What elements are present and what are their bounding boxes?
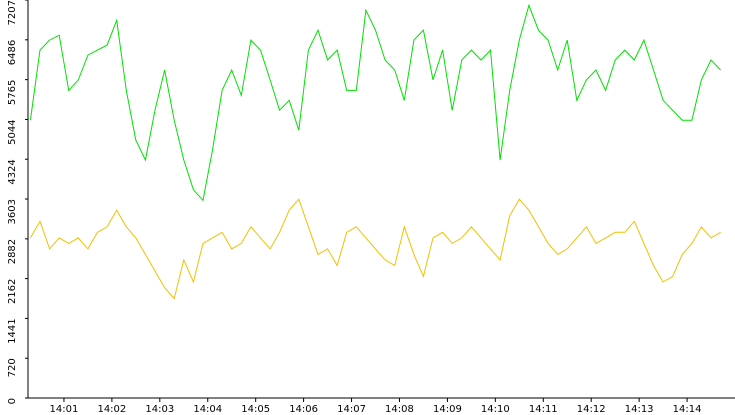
y-tick-label: 1441 bbox=[7, 318, 18, 343]
x-tick-label: 14:13 bbox=[625, 404, 654, 415]
x-tick-label: 14:14 bbox=[673, 404, 702, 415]
x-tick-label: 14:05 bbox=[241, 404, 270, 415]
y-tick-label: 0 bbox=[7, 398, 18, 404]
y-tick-label: 2882 bbox=[7, 239, 18, 264]
x-tick-label: 14:06 bbox=[289, 404, 318, 415]
x-tick-label: 14:11 bbox=[529, 404, 558, 415]
y-tick-label: 7207 bbox=[7, 0, 18, 25]
series-line bbox=[29, 198, 721, 300]
y-tick-label: 720 bbox=[7, 358, 18, 377]
y-tick-label: 5044 bbox=[7, 119, 18, 144]
y-tick-label: 3603 bbox=[7, 199, 18, 224]
series-line bbox=[29, 3, 721, 202]
x-tick-label: 14:12 bbox=[577, 404, 606, 415]
y-tick-label: 4324 bbox=[7, 159, 18, 184]
y-tick-label: 6486 bbox=[7, 40, 18, 65]
x-tick-label: 14:10 bbox=[481, 404, 510, 415]
y-tick-label: 2162 bbox=[7, 279, 18, 304]
x-tick-label: 14:02 bbox=[97, 404, 126, 415]
x-tick-label: 14:09 bbox=[433, 404, 462, 415]
x-tick-label: 14:04 bbox=[193, 404, 222, 415]
x-tick-label: 14:03 bbox=[145, 404, 174, 415]
x-tick-label: 14:01 bbox=[50, 404, 79, 415]
x-tick-label: 14:08 bbox=[385, 404, 414, 415]
x-tick-label: 14:07 bbox=[337, 404, 366, 415]
y-tick-label: 5765 bbox=[7, 80, 18, 105]
